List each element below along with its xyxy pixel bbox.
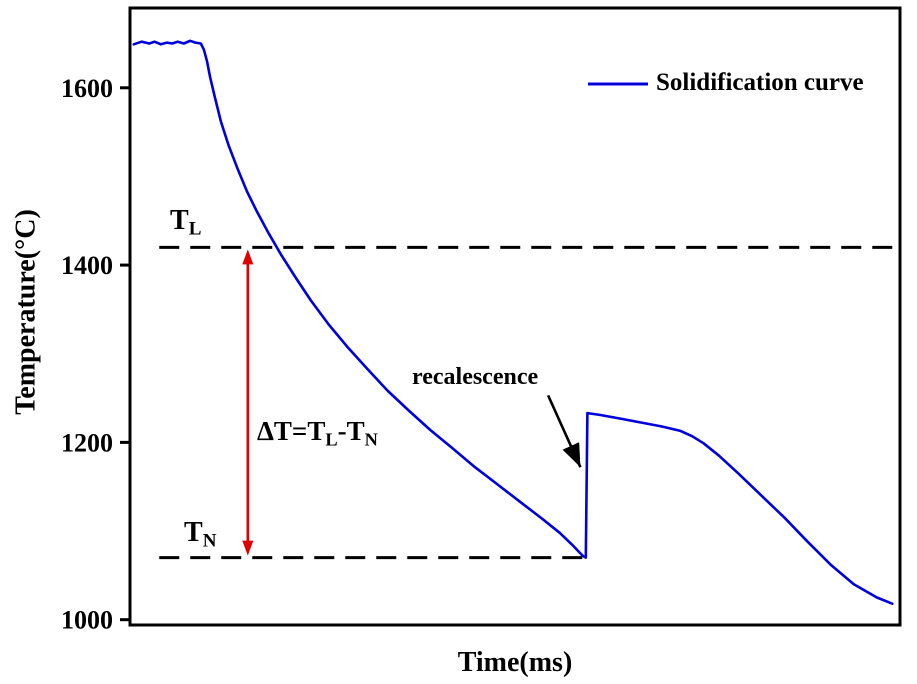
y-tick-label: 1000	[61, 606, 113, 635]
y-tick-label: 1200	[61, 428, 113, 457]
undercooling-arrowhead-bottom	[242, 540, 254, 556]
undercooling-label: ΔT=TL-TN	[257, 416, 378, 450]
solidification-curve	[132, 39, 894, 606]
y-tick-label: 1400	[61, 251, 113, 280]
undercooling-arrowhead-top	[242, 249, 254, 265]
nucleation-temp-symbol: T	[184, 517, 203, 548]
liquidus-temp-symbol: T	[170, 205, 189, 236]
liquidus-temp-subscript: L	[188, 218, 202, 240]
liquidus-temp-label: TL	[170, 205, 202, 241]
y-tick-label: 1600	[61, 74, 113, 103]
plot-frame	[128, 6, 902, 627]
recalescence-label: recalescence	[412, 364, 539, 390]
undercooling-label-sub2: N	[364, 429, 378, 450]
undercooling-label-part1: ΔT=T	[257, 416, 326, 446]
undercooling-label-part2: -T	[337, 416, 365, 446]
y-axis-label: Temperature(°C)	[10, 209, 42, 415]
nucleation-temp-label: TN	[184, 517, 217, 553]
recalescence-arrow	[546, 394, 582, 468]
undercooling-label-sub1: L	[325, 429, 338, 450]
x-axis-label: Time(ms)	[457, 647, 573, 678]
legend-label: Solidification curve	[656, 69, 864, 96]
nucleation-temp-subscript: N	[202, 530, 217, 552]
